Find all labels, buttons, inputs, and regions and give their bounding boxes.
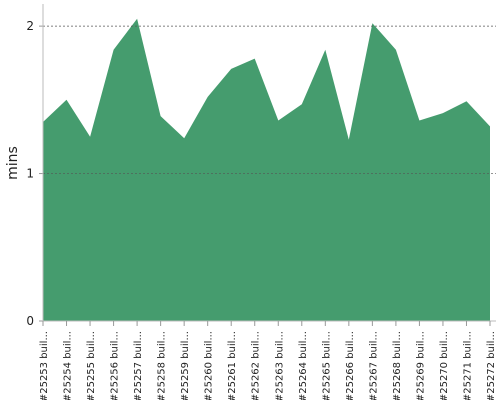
x-tick-label: #25259 buil... [180, 331, 191, 400]
x-tick-label: #25263 buil... [274, 331, 285, 400]
x-tick-label: #25260 buil... [204, 331, 215, 400]
y-tick-label: 1 [26, 167, 34, 181]
x-tick-label: #25262 buil... [251, 331, 262, 400]
y-tick-label: 2 [26, 19, 34, 33]
x-tick-label: #25267 buil... [368, 331, 379, 400]
x-tick-label: #25264 buil... [298, 331, 309, 400]
y-axis-label: mins [5, 146, 21, 180]
x-tick-label: #25265 buil... [321, 331, 332, 400]
y-tick-label: 0 [26, 314, 34, 328]
x-tick-label: #25258 buil... [157, 331, 168, 400]
x-tick-label: #25269 buil... [415, 331, 426, 400]
x-tick-label: #25256 buil... [110, 331, 121, 400]
x-tick-label: #25270 buil... [439, 331, 450, 400]
x-tick-label: #25261 buil... [227, 331, 238, 400]
x-tick-label: #25255 buil... [86, 331, 97, 400]
x-tick-label: #25253 buil... [39, 331, 50, 400]
x-tick-label: #25254 buil... [63, 331, 74, 400]
x-tick-label: #25257 buil... [133, 331, 144, 400]
x-tick-label: #25266 buil... [345, 331, 356, 400]
x-tick-label: #25272 buil... [486, 331, 497, 400]
x-tick-label: #25271 buil... [462, 331, 473, 400]
x-tick-label: #25268 buil... [392, 331, 403, 400]
area [43, 18, 490, 321]
